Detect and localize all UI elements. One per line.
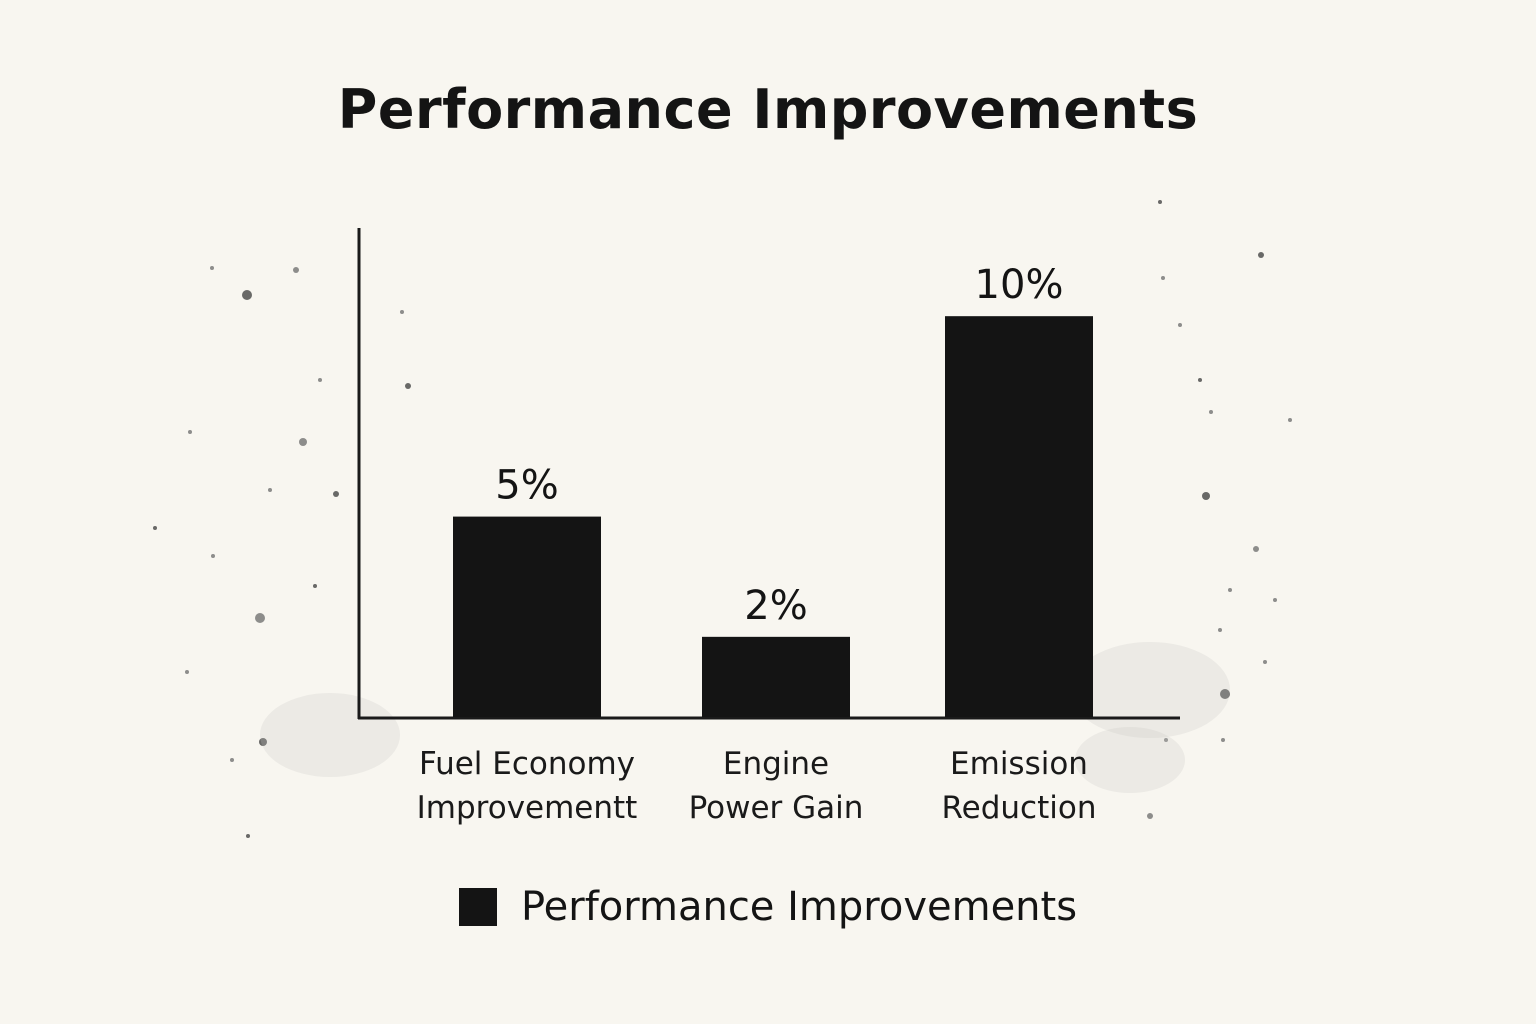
data-label-3: 10%: [975, 262, 1064, 308]
speckle-dot: [299, 438, 307, 446]
background-speckles: [153, 200, 1292, 838]
ink-wash: [1075, 727, 1185, 793]
speckle-dot: [1147, 813, 1153, 819]
speckle-dot: [1253, 546, 1259, 552]
speckle-dot: [1209, 410, 1213, 414]
speckle-dot: [211, 554, 215, 558]
bar-3: [945, 316, 1093, 717]
speckle-dot: [255, 613, 265, 623]
speckle-dot: [185, 670, 189, 674]
speckle-dot: [230, 758, 234, 762]
bar-2: [702, 636, 850, 717]
speckle-dot: [400, 310, 404, 314]
speckle-dot: [246, 834, 250, 838]
speckle-dot: [318, 378, 322, 382]
x-tick-label-3: Emission Reduction: [942, 746, 1097, 826]
bars-group: [453, 316, 1093, 717]
speckle-dot: [242, 290, 252, 300]
speckle-dot: [1158, 200, 1162, 204]
speckle-dot: [1198, 378, 1202, 382]
speckle-dot: [333, 491, 339, 497]
speckle-dot: [259, 738, 267, 746]
speckle-dot: [1221, 738, 1225, 742]
chart-title: Performance Improvements: [337, 78, 1199, 141]
speckle-dot: [1258, 252, 1264, 258]
x-tick-label-2: Engine Power Gain: [689, 746, 864, 826]
speckle-dot: [1164, 738, 1168, 742]
data-label-2: 2%: [744, 583, 807, 629]
speckle-dot: [1220, 689, 1230, 699]
speckle-dot: [1218, 628, 1222, 632]
data-label-1: 5%: [495, 463, 558, 509]
speckle-dot: [153, 526, 157, 530]
legend-swatch: [458, 888, 497, 926]
speckle-dot: [188, 430, 192, 434]
speckle-dot: [405, 383, 411, 389]
ink-wash: [1070, 642, 1230, 738]
ink-wash: [260, 693, 400, 777]
x-tick-labels-group: Fuel Economy Improvementt Engine Power Gain…: [417, 746, 1097, 826]
speckle-dot: [210, 266, 214, 270]
speckle-dot: [1161, 276, 1165, 280]
speckle-dot: [313, 584, 317, 588]
speckle-dot: [1202, 492, 1210, 500]
legend: Performance Improvements: [0, 884, 1536, 930]
speckle-dot: [1178, 323, 1182, 327]
speckle-dot: [268, 488, 272, 492]
x-tick-label-1: Fuel Economy Improvementt: [417, 746, 638, 826]
legend-label: Performance Improvements: [520, 884, 1078, 930]
speckle-dot: [1273, 598, 1277, 602]
bar-1: [453, 516, 601, 717]
speckle-dot: [1263, 660, 1267, 664]
speckle-dot: [293, 267, 299, 273]
speckle-dot: [1228, 588, 1232, 592]
data-labels-group: 5% 2% 10%: [495, 262, 1063, 629]
speckle-dot: [1288, 418, 1292, 422]
